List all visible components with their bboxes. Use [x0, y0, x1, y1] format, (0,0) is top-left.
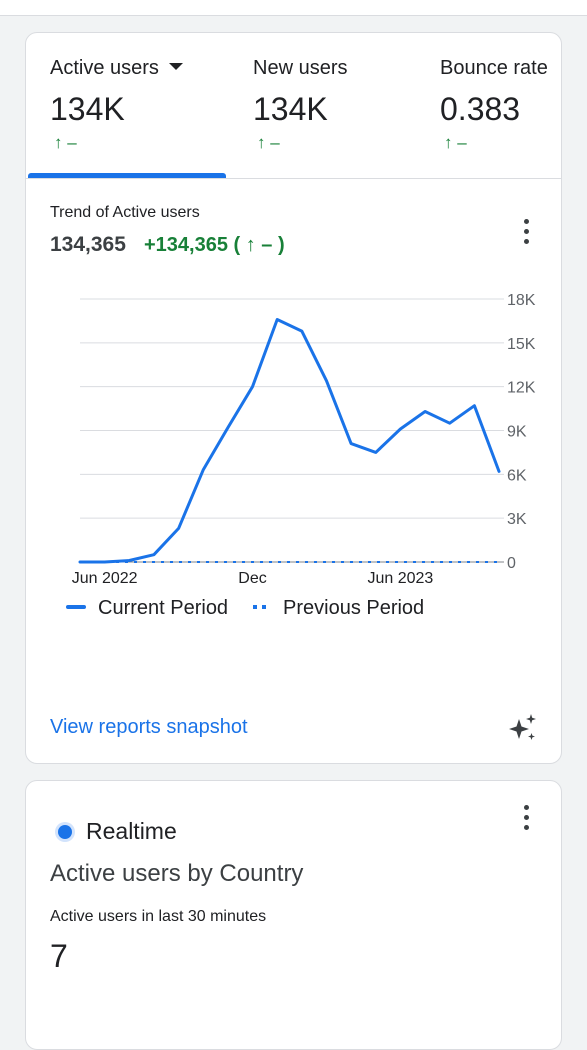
realtime-sub-label: Active users in last 30 minutes [50, 908, 267, 925]
metric-label: Bounce rate [440, 57, 548, 79]
trend-chart: 0 3K 6K 9K 12K 15K 18K Jun 2022 Dec Jun 2023 Cur… [66, 292, 536, 619]
metric-value: 134K [253, 91, 328, 127]
view-reports-snapshot-link[interactable]: View reports snapshot [50, 716, 248, 738]
metric-value: 134K [50, 91, 125, 127]
legend-label: Current Period [98, 597, 228, 619]
y-tick-label: 6K [507, 467, 527, 484]
y-tick-label: 9K [507, 424, 527, 441]
more-vert-icon[interactable] [516, 803, 536, 833]
realtime-indicator-dot [58, 825, 72, 839]
y-tick-label: 0 [507, 555, 516, 572]
y-tick-label: 15K [507, 336, 536, 353]
divider [26, 178, 561, 179]
realtime-value: 7 [50, 938, 68, 974]
x-tick-label: Jun 2023 [367, 570, 433, 587]
metric-delta: ↑ – [257, 133, 280, 152]
more-vert-icon[interactable] [516, 217, 536, 247]
metric-delta: ↑ – [54, 133, 77, 152]
dropdown-caret-icon[interactable] [168, 63, 183, 71]
active-users-card: Active users 134K ↑ – New users 134K ↑ –… [25, 32, 562, 764]
y-tick-label: 3K [507, 511, 527, 528]
metric-value: 0.383 [440, 91, 521, 127]
selected-tab-indicator [28, 173, 226, 178]
trend-delta: +134,365 ( ↑ – ) [144, 234, 285, 256]
realtime-card: Realtime Active users by Country Active … [25, 780, 562, 1050]
realtime-heading: Active users by Country [50, 860, 304, 887]
realtime-label: Realtime [86, 818, 177, 844]
series-line [78, 318, 501, 564]
trend-total: 134,365 [50, 233, 126, 256]
y-tick-label: 18K [507, 292, 536, 309]
metric-label: Active users [50, 57, 183, 80]
sparkle-icon[interactable] [508, 713, 538, 743]
x-tick-label: Dec [238, 570, 266, 587]
x-tick-label: Jun 2022 [72, 570, 138, 587]
trend-title: Trend of Active users [50, 204, 200, 221]
y-tick-label: 12K [507, 380, 536, 397]
top-bar [0, 0, 587, 16]
legend-label: Previous Period [283, 597, 424, 619]
metric-delta: ↑ – [444, 133, 467, 152]
metric-label: New users [253, 57, 348, 79]
